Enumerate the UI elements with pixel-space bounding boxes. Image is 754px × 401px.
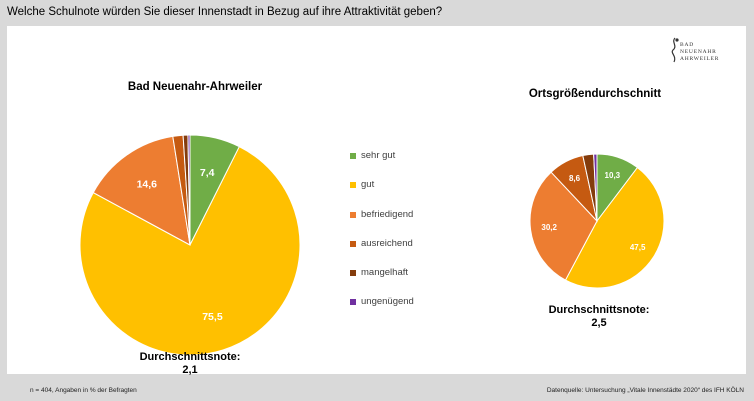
legend-item-mangelhaft: mangelhaft — [350, 267, 414, 296]
legend-label: sehr gut — [361, 150, 396, 161]
average-grade-left: Durchschnittsnote: 2,1 — [125, 351, 255, 377]
chart-title-left: Bad Neuenahr-Ahrweiler — [127, 81, 263, 93]
legend-item-ungenuegend: ungenügend — [350, 296, 414, 325]
legend-swatch — [350, 182, 356, 189]
pie-slice-befriedigend — [92, 135, 191, 246]
question-title: Welche Schulnote würden Sie dieser Innen… — [7, 6, 443, 18]
pie-slice-gut — [79, 146, 301, 356]
pie-data-label: 14,6 — [137, 179, 158, 191]
logo-line-2: NEUENAHR — [680, 49, 717, 55]
average-grade-right: Durchschnittsnote: 2,5 — [540, 304, 658, 330]
pie-slice-gut — [564, 166, 665, 289]
legend-swatch — [350, 240, 356, 247]
legend-label: mangelhaft — [361, 267, 409, 279]
logo-line-1: BAD — [680, 42, 695, 48]
logo-icon — [671, 37, 679, 63]
footer-source-note: Datenquelle: Untersuchung „Vitale Innens… — [546, 387, 744, 394]
legend-item-gut: gut — [350, 179, 414, 208]
average-value: 2,5 — [591, 317, 607, 329]
footer-sample-note: n = 404, Angaben in % der Befragten — [30, 387, 137, 394]
pie-data-label: 7,4 — [200, 167, 215, 179]
legend-label: gut — [361, 179, 375, 191]
legend-item-befriedigend: befriedigend — [350, 209, 414, 238]
legend-item-sehr-gut: sehr gut — [350, 150, 414, 179]
legend-item-ausreichend: ausreichend — [350, 238, 414, 267]
logo-line-3: AHRWEILER — [680, 56, 720, 62]
pie-data-label: 10,3 — [605, 171, 621, 180]
average-label: Durchschnittsnote: — [139, 351, 241, 363]
legend-swatch — [350, 270, 356, 277]
pie-data-label: 30,2 — [541, 223, 557, 232]
legend-label: befriedigend — [361, 208, 414, 220]
city-logo: BAD NEUENAHR AHRWEILER — [664, 36, 724, 68]
legend-label: ausreichend — [361, 237, 413, 249]
pie-slice-ungenügend — [593, 153, 598, 222]
average-label: Durchschnittsnote: — [548, 304, 650, 316]
legend-label: ungenügend — [361, 296, 414, 308]
legend: sehr gut gut befriedigend ausreichend ma… — [350, 150, 414, 326]
pie-data-label: 47,5 — [630, 243, 646, 252]
pie-slice-befriedigend — [529, 171, 598, 281]
legend-swatch — [350, 299, 356, 306]
legend-swatch — [350, 153, 356, 159]
pie-data-label: 8,6 — [569, 174, 581, 183]
average-value: 2,1 — [182, 364, 198, 376]
pie-slice-ungenügend — [187, 134, 191, 246]
legend-swatch — [350, 211, 356, 218]
chart-title-right: Ortsgrößendurchschnitt — [528, 88, 662, 100]
pie-data-label: 75,5 — [202, 311, 223, 323]
